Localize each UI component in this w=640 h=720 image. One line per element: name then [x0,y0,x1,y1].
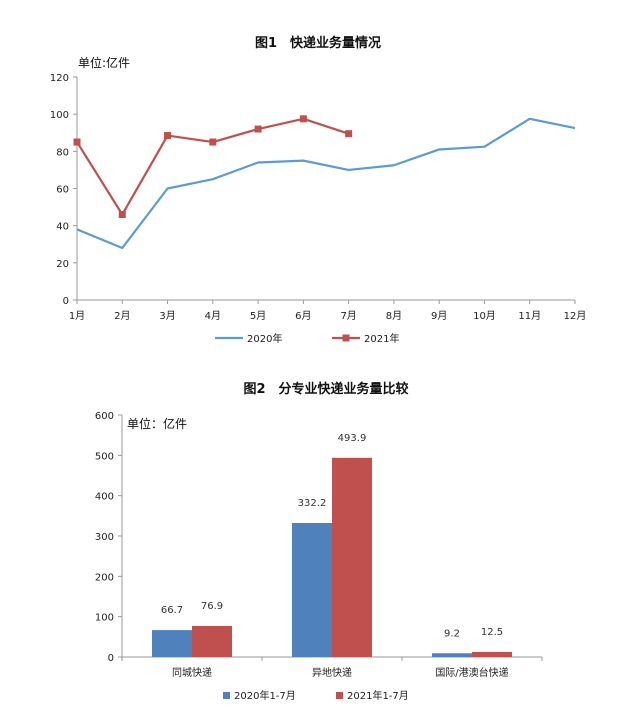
chart2-legend: 2020年1-7月 2021年1-7月 [223,689,409,702]
chart1-data-point [254,125,262,133]
chart1-legend: 2020年 2021年 [215,332,399,345]
chart1-x-tick-label: 12月 [564,310,587,322]
chart1-data-point [209,138,217,146]
chart2-y-tick-label: 300 [95,532,114,543]
chart2-y-tick-label: 0 [108,653,114,664]
chart1-x-ticks: 1月 2月 3月 4月 5月 6月 7月 8月 9月 10月 11月 12月 [69,300,587,322]
chart1-x-tick-label: 7月 [340,310,356,322]
chart1-axes [76,77,575,301]
chart2-x-tick-label: 异地快递 [312,666,352,679]
chart2-y-ticks: 0 100 200 300 400 500 600 [95,411,122,664]
chart1-x-tick-label: 6月 [295,310,311,322]
chart1-x-tick-label: 10月 [473,310,496,322]
chart1-unit-label: 单位:亿件 [78,55,130,70]
chart2-data-label: 332.2 [298,498,327,509]
chart1-data-point [164,132,172,140]
chart2-bar [472,651,512,657]
chart1-x-tick-label: 9月 [431,310,447,322]
chart2-y-tick-label: 500 [95,451,114,462]
chart1-x-tick-label: 8月 [386,310,402,322]
chart2-x-ticks: 同城快递 异地快递 国际/港澳台快递 [121,657,543,679]
chart1-data-point [118,211,126,219]
chart2-title: 图2 分专业快递业务量比较 [243,381,408,397]
chart2-data-label: 12.5 [481,627,503,638]
chart2-bar [432,653,472,657]
chart2-y-tick-label: 100 [95,613,114,624]
chart1-y-tick-label: 20 [56,259,69,270]
chart1-data-point [73,138,81,146]
chart1-data-point [345,130,353,138]
chart1-x-tick-label: 1月 [69,310,85,322]
chart2-bar [292,523,332,657]
chart2-data-label: 493.9 [338,433,367,444]
chart1-legend-label: 2021年 [364,332,399,345]
chart2-legend-swatch [223,692,230,699]
chart1-x-tick-label: 3月 [159,310,175,322]
chart1-series-line-0 [76,117,576,250]
chart2-x-tick-label: 国际/港澳台快递 [435,666,508,679]
chart1-y-tick-label: 80 [56,147,69,158]
chart1-y-tick-label: 40 [56,222,69,233]
chart2-bar [192,625,232,657]
chart1-x-tick-label: 2月 [114,310,130,322]
chart2-bars [152,457,512,657]
chart1-series [73,115,576,250]
chart2-data-labels: 66.7 332.2 9.2 76.9 493.9 12.5 [161,433,503,639]
line-chart: 图1 快递业务量情况 单位:亿件 0 20 40 60 80 100 120 1月 2月 3月 4… [50,35,587,345]
chart2-y-tick-label: 600 [95,411,114,422]
chart1-x-tick-label: 4月 [205,310,221,322]
chart2-legend-swatch [336,692,343,699]
chart1-y-tick-label: 60 [56,185,69,196]
chart1-y-tick-label: 120 [50,73,69,84]
bar-chart: 图2 分专业快递业务量比较 单位：亿件 0100200300400500600 … [95,381,543,702]
chart2-unit-label: 单位：亿件 [127,416,187,431]
chart1-y-ticks: 0 20 40 60 80 100 120 [50,73,77,307]
chart2-data-label: 66.7 [161,605,183,616]
chart1-data-point [299,115,307,123]
chart1-legend-label: 2020年 [247,332,282,345]
chart2-y-tick-label: 200 [95,572,114,583]
chart1-x-tick-label: 5月 [250,310,266,322]
chart2-bar [332,457,372,657]
chart1-series-line-1 [76,117,349,216]
chart2-bar [152,630,192,657]
chart1-y-tick-label: 100 [50,110,69,121]
chart1-x-tick-label: 11月 [518,310,541,322]
chart2-data-label: 76.9 [201,601,223,612]
chart1-title: 图1 快递业务量情况 [255,35,381,51]
chart2-x-tick-label: 同城快递 [172,666,212,679]
chart2-data-label: 9.2 [444,628,460,639]
chart1-legend-marker [342,334,350,342]
chart2-y-tick-label: 400 [95,492,114,503]
chart1-y-tick-label: 0 [63,296,69,307]
chart2-legend-label: 2021年1-7月 [347,689,409,702]
chart2-legend-label: 2020年1-7月 [234,689,296,702]
